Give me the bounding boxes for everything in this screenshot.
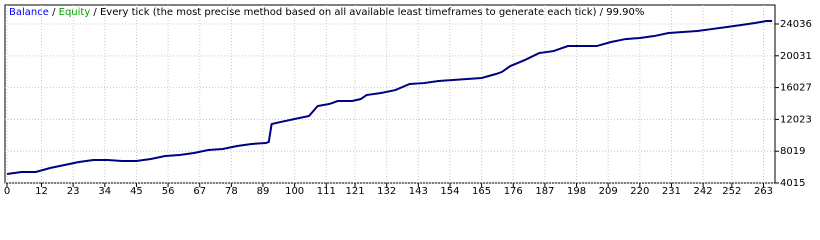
x-tick-label: 187 bbox=[535, 186, 554, 197]
x-tick-label: 67 bbox=[193, 186, 206, 197]
chart-title: Balance / Equity / Every tick (the most … bbox=[9, 7, 644, 18]
y-tick-label: 8019 bbox=[780, 146, 805, 157]
y-tick-label: 20031 bbox=[780, 51, 812, 62]
x-tick-label: 121 bbox=[345, 186, 364, 197]
x-tick-label: 154 bbox=[440, 186, 459, 197]
x-tick-label: 111 bbox=[317, 186, 336, 197]
balance-line bbox=[6, 20, 773, 175]
x-tick-label: 209 bbox=[599, 186, 618, 197]
x-tick-label: 34 bbox=[98, 186, 111, 197]
x-tick-label: 0 bbox=[4, 186, 10, 197]
x-tick-label: 263 bbox=[754, 186, 773, 197]
chart: Balance / Equity / Every tick (the most … bbox=[4, 4, 812, 197]
title-separator: / bbox=[596, 7, 606, 18]
x-tick-label: 45 bbox=[130, 186, 143, 197]
x-tick-label: 56 bbox=[162, 186, 175, 197]
title-method: Every tick (the most precise method base… bbox=[100, 7, 597, 18]
title-quality: 99.90% bbox=[606, 7, 644, 18]
x-tick-label: 220 bbox=[630, 186, 649, 197]
x-tick-label: 231 bbox=[662, 186, 681, 197]
y-tick-label: 4015 bbox=[780, 178, 805, 189]
x-tick-label: 165 bbox=[472, 186, 491, 197]
x-tick-label: 176 bbox=[504, 186, 523, 197]
x-tick-label: 100 bbox=[285, 186, 304, 197]
x-tick-label: 252 bbox=[722, 186, 741, 197]
y-tick-label: 16027 bbox=[780, 83, 812, 94]
y-tick-label: 24036 bbox=[780, 19, 812, 30]
x-tick-label: 143 bbox=[409, 186, 428, 197]
title-separator: / bbox=[90, 7, 100, 18]
plot-frame bbox=[4, 4, 776, 184]
x-tick-label: 242 bbox=[694, 186, 713, 197]
title-balance: Balance bbox=[9, 7, 49, 18]
y-tick-label: 12023 bbox=[780, 114, 812, 125]
title-separator: / bbox=[49, 7, 59, 18]
x-tick-label: 132 bbox=[377, 186, 396, 197]
title-equity: Equity bbox=[59, 7, 91, 18]
x-tick-label: 78 bbox=[225, 186, 238, 197]
x-tick-label: 12 bbox=[35, 186, 48, 197]
x-tick-label: 23 bbox=[67, 186, 80, 197]
x-tick-label: 89 bbox=[257, 186, 270, 197]
x-tick-label: 198 bbox=[567, 186, 586, 197]
